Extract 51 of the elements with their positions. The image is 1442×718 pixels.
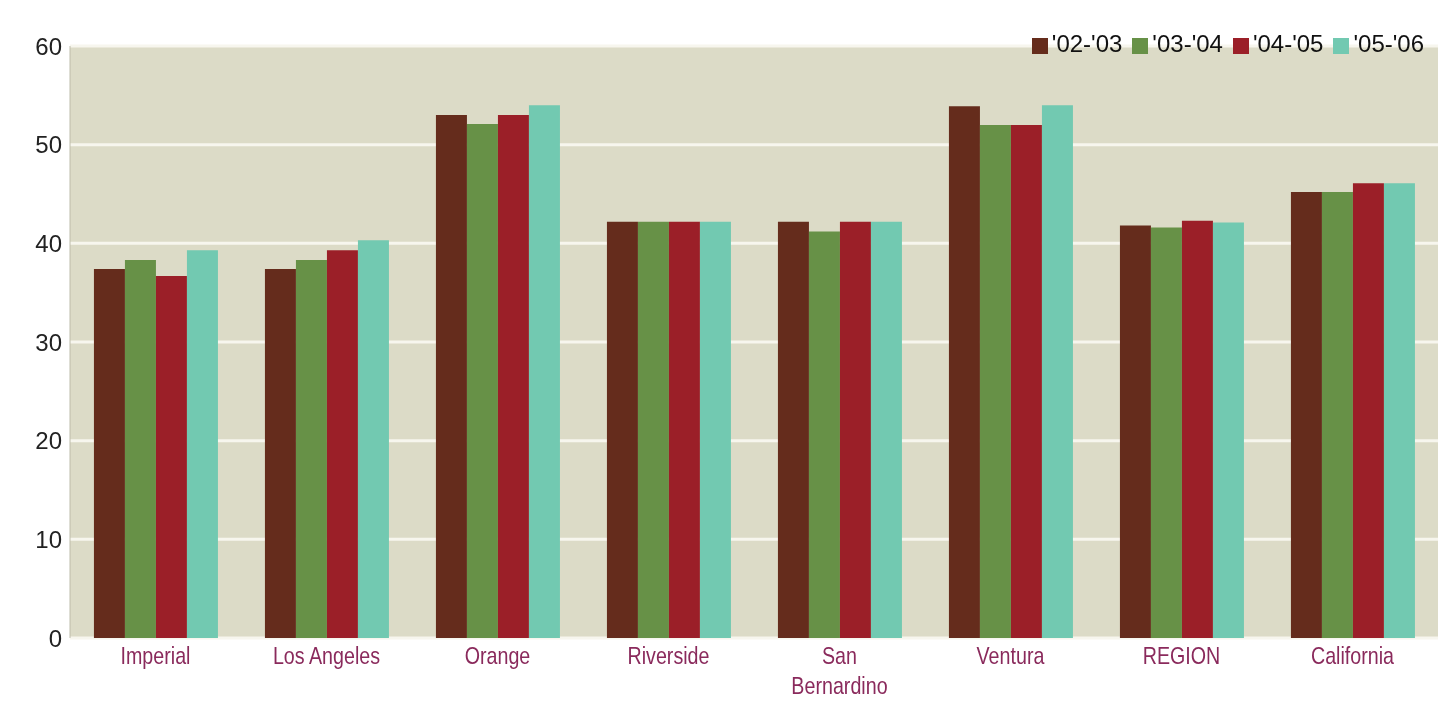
bar — [1321, 192, 1353, 638]
bar — [466, 123, 498, 638]
bar — [948, 106, 980, 638]
bar — [637, 221, 669, 638]
y-tick-label: 10 — [35, 525, 62, 553]
bar — [839, 221, 871, 638]
y-tick-label: 0 — [48, 624, 62, 652]
bar — [435, 115, 467, 638]
bar — [1352, 183, 1384, 638]
x-tick-label: Los Angeles — [272, 642, 381, 670]
bar — [124, 260, 156, 638]
bar — [1383, 183, 1415, 638]
legend-label: '03-'04 — [1152, 30, 1223, 57]
bar — [497, 115, 529, 638]
y-tick-label: 30 — [35, 328, 62, 356]
bar — [870, 221, 902, 638]
x-tick-label: California — [1310, 642, 1395, 670]
bar — [326, 250, 358, 638]
bar — [186, 250, 218, 638]
bar — [264, 268, 296, 638]
y-tick-label: 20 — [35, 427, 62, 455]
bar — [606, 221, 638, 638]
bar — [979, 124, 1011, 638]
y-tick-label: 50 — [35, 131, 62, 159]
bar — [808, 231, 840, 638]
bar — [357, 240, 389, 638]
bar — [777, 221, 809, 638]
bar — [1290, 192, 1322, 638]
legend-label: '02-'03 — [1051, 30, 1123, 57]
bar — [699, 221, 731, 638]
x-tick-label: San Bernardino — [791, 642, 888, 700]
bar — [295, 260, 327, 638]
y-tick-label: 40 — [35, 229, 62, 257]
bar — [1010, 124, 1042, 638]
bar — [1150, 227, 1182, 638]
x-tick-label: Orange — [464, 642, 531, 670]
bar — [1212, 222, 1244, 638]
x-tick-label: Imperial — [120, 642, 191, 670]
legend-label: '04-'05 — [1252, 30, 1324, 57]
x-tick-label: Ventura — [976, 642, 1046, 670]
legend-label: '05-'06 — [1353, 30, 1424, 57]
x-tick-label: Riverside — [627, 642, 710, 670]
bar — [155, 275, 187, 638]
bar — [1119, 225, 1151, 638]
y-tick-label: 60 — [35, 32, 62, 60]
bar — [1181, 220, 1213, 638]
bar — [528, 105, 560, 638]
bar — [1041, 105, 1073, 638]
x-tick-label: REGION — [1142, 642, 1221, 670]
bar — [93, 268, 125, 638]
bar — [668, 221, 700, 638]
